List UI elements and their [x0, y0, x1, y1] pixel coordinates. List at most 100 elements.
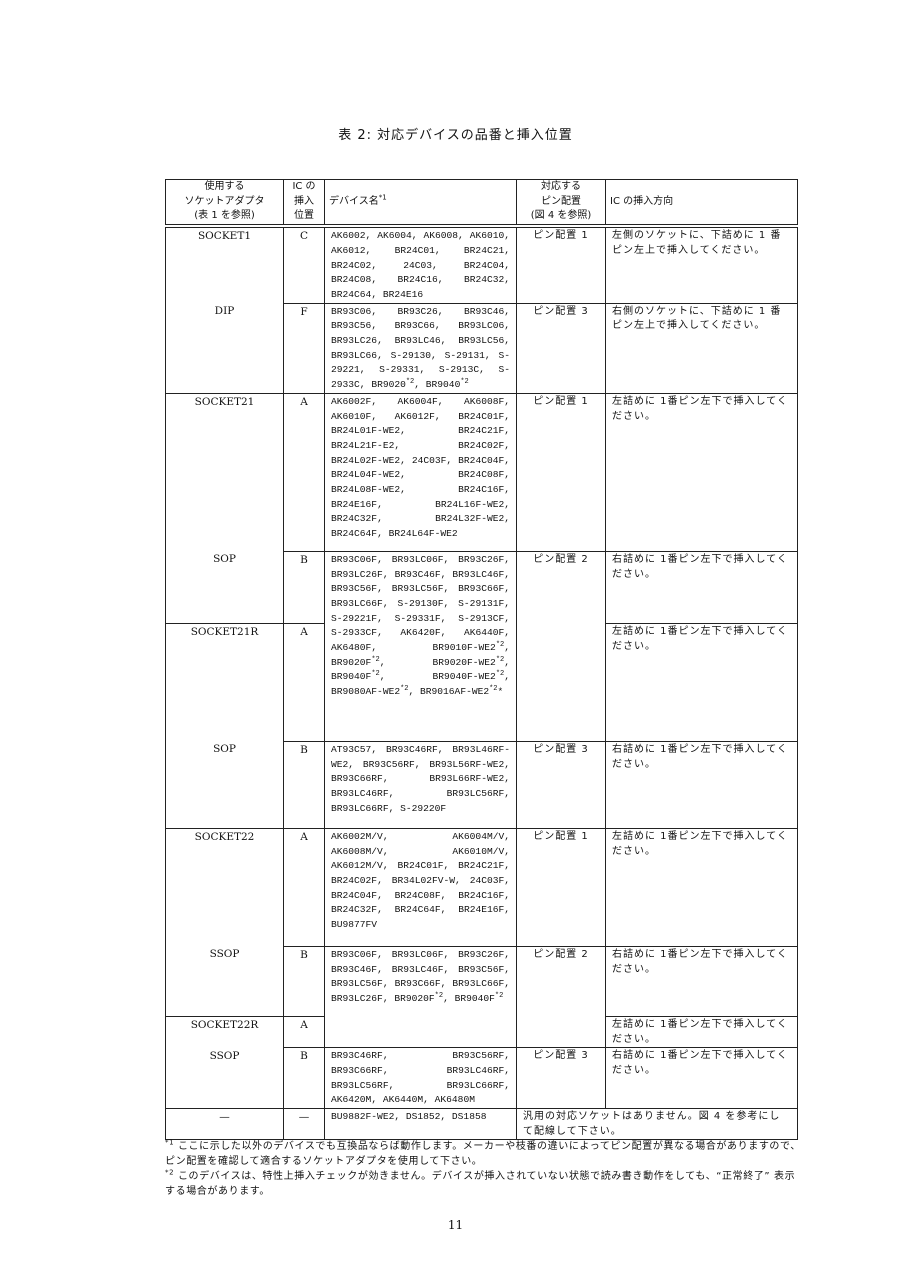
- device-cell: AT93C57, BR93C46RF, BR93L46RF-WE2, BR93C…: [324, 740, 517, 829]
- device-name: BU9882F-WE2: [331, 1111, 395, 1123]
- page-number: 11: [447, 1218, 464, 1232]
- device-name: BR24E16: [382, 288, 424, 300]
- device-name: BR24C01: [394, 244, 435, 256]
- table-row: SOCKET22R A 左詰めに 1番ピン左下で挿入してください。: [165, 1015, 798, 1049]
- device-name: DS1858: [451, 1111, 487, 1123]
- pin-cell: ピン配置 1: [516, 225, 606, 304]
- device-name: AK6002: [331, 230, 366, 242]
- adapter-cell: SOP: [165, 551, 284, 624]
- device-cell: AK6002M/V, AK6004M/V, AK6008M/V, AK6010M…: [324, 827, 517, 947]
- device-name: AK6002F: [331, 395, 372, 407]
- device-name: 24C03: [403, 259, 433, 271]
- device-name: BR24L04F-WE2: [331, 469, 401, 481]
- device-table: 使用する ソケットアダプタ (表 1 を参照) IC の挿入 位置 デバイス名*1 対…: [165, 179, 798, 1141]
- device-name: BR9040F: [454, 992, 495, 1004]
- device-name: BR93LC06F: [391, 948, 444, 960]
- position-cell: B: [283, 740, 325, 829]
- table-row: DIP F BR93C06, BR93C26, BR93C46, BR93C56, …: [165, 302, 798, 394]
- note-cell: 汎用の対応ソケットはありません。図 4 を参考にして配線して下さい。: [516, 1108, 798, 1141]
- device-name: BR93C46RF: [331, 1050, 383, 1062]
- adapter-cell: SOCKET22: [165, 827, 284, 947]
- direction-cell: 左詰めに 1番ピン左下で挿入してください。: [605, 622, 798, 742]
- device-name: BR24L16F-WE2: [435, 498, 505, 510]
- device-name: BR9020: [371, 379, 406, 391]
- device-name: BR24C16F: [458, 889, 505, 901]
- note-mark: *2: [434, 991, 444, 1000]
- device-name: AK6440F: [463, 627, 505, 639]
- device-name: BR93C06F: [331, 948, 378, 960]
- device-name: AK6480M: [434, 1094, 475, 1106]
- device-name: BR93LC46: [394, 335, 441, 347]
- device-name: S-2933CF: [331, 627, 378, 639]
- position-cell: A: [283, 392, 325, 552]
- device-name: BR93L46RF-WE2: [331, 743, 510, 770]
- device-name: BR93LC66: [331, 349, 378, 361]
- device-name: AK6012M/V: [331, 860, 383, 872]
- device-name: BR93C56F: [458, 963, 505, 975]
- direction-cell: 右詰めに 1番ピン左下で挿入してください。: [605, 945, 798, 1017]
- note-mark: *2: [494, 991, 504, 1000]
- position-cell: B: [283, 1047, 325, 1110]
- device-name: BR24C32F: [331, 513, 378, 525]
- device-name: BR93LC56RF: [331, 1079, 389, 1091]
- device-name: BU9877FV: [331, 919, 378, 931]
- device-cell: AK6002, AK6004, AK6008, AK6010, AK6012, …: [324, 225, 517, 304]
- header-row: 使用する ソケットアダプタ (表 1 を参照) IC の挿入 位置 デバイス名*1 対…: [165, 179, 798, 227]
- device-name: BR93LC26F: [331, 992, 383, 1004]
- device-name: BR24C01F: [458, 410, 505, 422]
- device-name: DS1852: [405, 1111, 441, 1123]
- note-mark: *2: [489, 684, 498, 693]
- device-name: S-29331: [379, 364, 420, 376]
- device-name: AK6010M/V: [452, 845, 505, 857]
- adapter-cell: SOCKET21: [165, 392, 284, 552]
- device-name: BR9020F-WE2: [432, 656, 496, 668]
- pin-cell: ピン配置 3: [516, 740, 606, 829]
- table-row: SOP B AT93C57, BR93C46RF, BR93L46RF-WE2, B…: [165, 740, 798, 829]
- device-name: BR93C66F: [458, 583, 505, 595]
- device-name: BR93LC56RF: [446, 787, 505, 799]
- device-name: BR93LC66F: [452, 978, 505, 990]
- device-name: BR93LC46F: [391, 963, 444, 975]
- device-name: 24C03F: [469, 874, 505, 886]
- device-name: BR93C56F: [331, 583, 378, 595]
- device-name: BR93LC46F: [452, 568, 505, 580]
- device-name: BR24C02F: [331, 874, 378, 886]
- device-name: BR93C56: [331, 320, 372, 332]
- direction-cell: 左側のソケットに、下詰めに 1 番ピン左上で挿入してください。: [605, 225, 798, 304]
- note-mark: *2: [400, 684, 409, 693]
- device-name: S-29131F: [458, 597, 505, 609]
- table-row: — — BU9882F-WE2, DS1852, DS1858 汎用の対応ソケットはあ…: [165, 1108, 798, 1141]
- device-name: AK6012F: [394, 410, 435, 422]
- position-cell: A: [283, 622, 325, 742]
- device-name: BR93LC66RF: [446, 1079, 505, 1091]
- device-name: S-29130F: [397, 597, 444, 609]
- device-name: BR93LC46RF: [331, 787, 389, 799]
- footnote-1: *1 ここに示した以外のデバイスでも互換品ならば動作します。メーカーや枝番の違い…: [165, 1138, 801, 1167]
- device-cell: AK6002F, AK6004F, AK6008F, AK6010F, AK60…: [324, 392, 517, 552]
- device-cell: BR93C06, BR93C26, BR93C46, BR93C56, BR93…: [324, 302, 517, 394]
- device-name: BR24C21F: [458, 425, 505, 437]
- device-name: BR93LC66F: [331, 597, 383, 609]
- device-name: BR93L56RF-WE2: [429, 758, 505, 770]
- device-name: BR93C26F: [458, 948, 505, 960]
- pin-cell: ピン配置 2: [516, 945, 606, 1049]
- device-name: S-2913CF: [458, 612, 505, 624]
- device-name: BR24C04F: [458, 454, 505, 466]
- note-mark: *2: [495, 670, 505, 679]
- device-name: S-29130: [390, 349, 431, 361]
- device-name: BR24C08: [331, 274, 372, 286]
- device-name: BR24L01F-WE2: [331, 425, 401, 437]
- device-name: BR24C04F: [331, 889, 378, 901]
- device-name: AK6008F: [463, 395, 505, 407]
- device-name: S-2913C: [438, 364, 480, 376]
- device-name: BR93LC06: [458, 320, 505, 332]
- pin-cell: ピン配置 2: [516, 550, 606, 742]
- device-name: BR24C16: [397, 274, 438, 286]
- note-mark: *2: [460, 377, 469, 386]
- footnote-2: *2 このデバイスは、特性上挿入チェックが効きません。デバイスが挿入されていない…: [165, 1168, 796, 1197]
- device-name: BR93C26F: [458, 553, 505, 565]
- direction-cell: 右詰めに 1番ピン左下で挿入してください。: [605, 550, 798, 624]
- device-cell: BR93C06F, BR93LC06F, BR93C26F, BR93C46F,…: [324, 945, 517, 1049]
- device-name: BR93LC56F: [391, 583, 444, 595]
- position-cell: F: [283, 302, 325, 394]
